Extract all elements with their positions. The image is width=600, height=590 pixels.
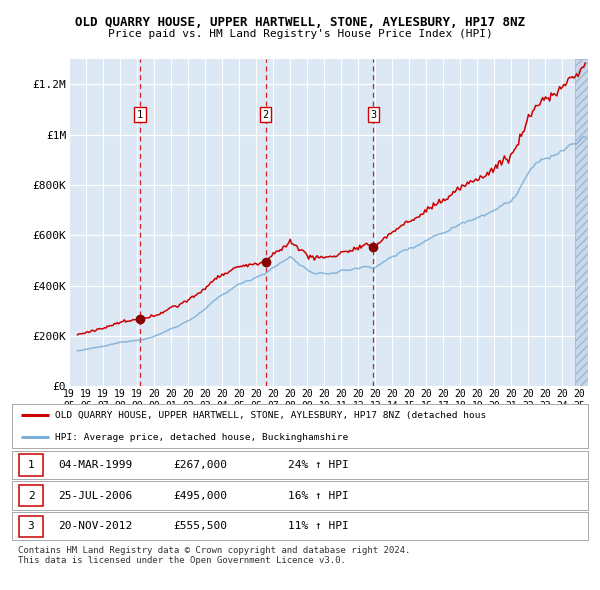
FancyBboxPatch shape (19, 485, 43, 506)
Text: OLD QUARRY HOUSE, UPPER HARTWELL, STONE, AYLESBURY, HP17 8NZ: OLD QUARRY HOUSE, UPPER HARTWELL, STONE,… (75, 16, 525, 29)
Text: 16% ↑ HPI: 16% ↑ HPI (289, 491, 349, 500)
Text: Price paid vs. HM Land Registry's House Price Index (HPI): Price paid vs. HM Land Registry's House … (107, 30, 493, 39)
Text: 25-JUL-2006: 25-JUL-2006 (58, 491, 133, 500)
Text: 3: 3 (28, 522, 34, 531)
Text: £555,500: £555,500 (173, 522, 227, 531)
Bar (575, 59, 588, 386)
Text: 1: 1 (137, 110, 143, 120)
Text: 20-NOV-2012: 20-NOV-2012 (58, 522, 133, 531)
Text: 2: 2 (263, 110, 269, 120)
Text: £495,000: £495,000 (173, 491, 227, 500)
Text: 24% ↑ HPI: 24% ↑ HPI (289, 460, 349, 470)
FancyBboxPatch shape (19, 516, 43, 537)
FancyBboxPatch shape (19, 454, 43, 476)
Bar (575, 59, 588, 386)
Text: £267,000: £267,000 (173, 460, 227, 470)
Text: 11% ↑ HPI: 11% ↑ HPI (289, 522, 349, 531)
Text: 04-MAR-1999: 04-MAR-1999 (58, 460, 133, 470)
Text: 1: 1 (28, 460, 34, 470)
Text: Contains HM Land Registry data © Crown copyright and database right 2024.
This d: Contains HM Land Registry data © Crown c… (18, 546, 410, 565)
Text: HPI: Average price, detached house, Buckinghamshire: HPI: Average price, detached house, Buck… (55, 433, 349, 442)
Text: 3: 3 (370, 110, 377, 120)
Text: 2: 2 (28, 491, 34, 500)
Text: OLD QUARRY HOUSE, UPPER HARTWELL, STONE, AYLESBURY, HP17 8NZ (detached hous: OLD QUARRY HOUSE, UPPER HARTWELL, STONE,… (55, 411, 487, 419)
